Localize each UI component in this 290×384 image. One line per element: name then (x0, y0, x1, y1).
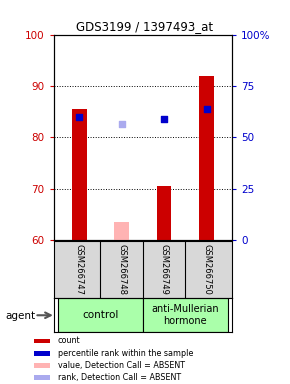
Bar (34, 339, 50, 343)
Bar (143, 298, 228, 332)
Bar (199, 76, 214, 240)
Text: anti-Mullerian
hormone: anti-Mullerian hormone (151, 305, 219, 326)
Bar (58, 298, 143, 332)
Bar (114, 222, 129, 240)
Text: GSM266750: GSM266750 (202, 244, 211, 295)
Text: value, Detection Call = ABSENT: value, Detection Call = ABSENT (58, 361, 185, 370)
Bar (34, 363, 50, 368)
Point (204, 106, 209, 112)
Text: percentile rank within the sample: percentile rank within the sample (58, 349, 193, 358)
Text: GDS3199 / 1397493_at: GDS3199 / 1397493_at (77, 20, 213, 33)
Text: count: count (58, 336, 80, 346)
Bar (72, 109, 86, 240)
Point (77, 114, 81, 120)
Text: GSM266748: GSM266748 (117, 244, 126, 295)
Text: rank, Detection Call = ABSENT: rank, Detection Call = ABSENT (58, 373, 181, 382)
Text: agent: agent (6, 311, 36, 321)
Text: control: control (82, 310, 119, 320)
Point (162, 116, 166, 122)
Text: GSM266747: GSM266747 (75, 244, 84, 295)
Text: GSM266749: GSM266749 (160, 244, 168, 295)
Bar (157, 186, 171, 240)
Point (119, 121, 124, 127)
Bar (34, 376, 50, 380)
Bar (34, 351, 50, 356)
